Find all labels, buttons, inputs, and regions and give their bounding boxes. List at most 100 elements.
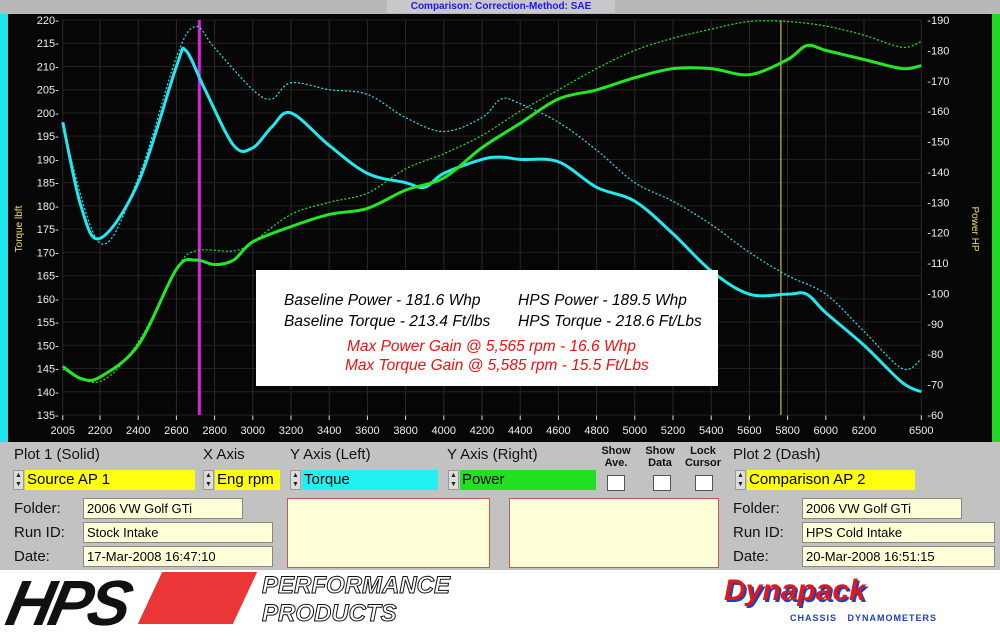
lock-cursor-checkbox[interactable] bbox=[695, 475, 713, 491]
dynapack-logo-sub: CHASSIS DYNAMOMETERS bbox=[790, 613, 938, 623]
yleft-select[interactable]: Torque bbox=[302, 470, 438, 490]
y2-tick-label: -60 bbox=[927, 410, 943, 422]
y2-tick-label: -100 bbox=[927, 288, 949, 300]
show-ave-checkbox[interactable] bbox=[607, 475, 625, 491]
yright-label: Y Axis (Right) bbox=[447, 446, 538, 463]
show-data-checkbox[interactable] bbox=[653, 475, 671, 491]
y2-tick-label: -160 bbox=[927, 106, 949, 118]
y-tick-label: 155- bbox=[37, 317, 59, 329]
y2-tick-label: -140 bbox=[927, 167, 949, 179]
max-torque-gain: Max Torque Gain @ 5,585 rpm - 15.5 Ft/Lb… bbox=[345, 357, 649, 374]
y-tick-label: 135- bbox=[37, 410, 59, 422]
x-tick-label: 3200 bbox=[279, 425, 303, 437]
y-tick-label: 185- bbox=[37, 178, 59, 190]
show-data-label: Show Data bbox=[645, 445, 675, 469]
y2-tick-label: -190 bbox=[927, 15, 949, 27]
x-tick-label: 4000 bbox=[432, 425, 456, 437]
yright-spinner[interactable]: ▲ ▼ bbox=[448, 470, 459, 490]
xaxis-spinner[interactable]: ▲ ▼ bbox=[203, 470, 214, 490]
hps-logo-sub1: PERFORMANCE bbox=[261, 572, 451, 600]
y-tick-label: 220- bbox=[37, 15, 59, 27]
chart-title: Comparison: Correction-Method: SAE bbox=[387, 0, 615, 13]
show-ave-label: Show Ave. bbox=[601, 445, 631, 469]
x-tick-label: 4200 bbox=[470, 425, 494, 437]
yleft-spinner[interactable]: ▲ ▼ bbox=[290, 470, 301, 490]
y-axis-label: Torque lbft bbox=[14, 205, 25, 252]
dyno-chart: 2005 2200 2400 2600 2800 3000 3200 3400 3600 3800… bbox=[0, 14, 1000, 442]
y2-tick-label: -170 bbox=[927, 76, 949, 88]
x-tick-label: 6500 bbox=[909, 425, 933, 437]
power-dash-series bbox=[62, 20, 922, 384]
lock-cursor-label: Lock Cursor bbox=[684, 445, 722, 469]
y2-tick-label: -70 bbox=[927, 380, 943, 392]
y-tick-label: 180- bbox=[37, 201, 59, 213]
plot1-label: Plot 1 (Solid) bbox=[14, 446, 100, 463]
plot1-select[interactable]: Source AP 1 bbox=[25, 470, 195, 490]
x-tick-label: 5800 bbox=[775, 425, 799, 437]
left-date-field[interactable]: 17-Mar-2008 16:47:10 bbox=[83, 546, 273, 567]
dynapack-logo: Dynapack bbox=[724, 574, 866, 607]
right-runid-field[interactable]: HPS Cold Intake bbox=[802, 522, 995, 543]
y-tick-label: 205- bbox=[37, 85, 59, 97]
x-tick-label: 6000 bbox=[814, 425, 838, 437]
baseline-power: Baseline Power - 181.6 Whp bbox=[284, 292, 481, 309]
y2-tick-label: -80 bbox=[927, 349, 943, 361]
xaxis-select[interactable]: Eng rpm bbox=[215, 470, 280, 490]
runid-label: Run ID: bbox=[14, 524, 65, 541]
plot2-select[interactable]: Comparison AP 2 bbox=[747, 470, 915, 490]
plot2-label: Plot 2 (Dash) bbox=[733, 446, 821, 463]
x-tick-label: 3000 bbox=[241, 425, 265, 437]
torque-solid-series bbox=[61, 46, 922, 394]
y-tick-label: 170- bbox=[37, 247, 59, 259]
y-tick-label: 215- bbox=[37, 38, 59, 50]
hps-torque: HPS Torque - 218.6 Ft/Lbs bbox=[518, 313, 702, 330]
x-tick-label: 5600 bbox=[737, 425, 761, 437]
y2-tick-label: -110 bbox=[927, 258, 948, 270]
yleft-label: Y Axis (Left) bbox=[290, 446, 371, 463]
x-tick-label: 5000 bbox=[623, 425, 647, 437]
y-tick-label: 150- bbox=[37, 340, 59, 352]
baseline-torque: Baseline Torque - 213.4 Ft/lbs bbox=[284, 313, 491, 330]
y2-axis-label: Power HP bbox=[969, 206, 980, 251]
x-tick-label: 2600 bbox=[164, 425, 188, 437]
summary-box: Baseline Power - 181.6 Whp Baseline Torq… bbox=[256, 270, 718, 386]
x-tick-label: 2005 bbox=[51, 425, 75, 437]
y-tick-label: 140- bbox=[37, 387, 59, 399]
y2-tick-label: -120 bbox=[927, 228, 949, 240]
right-notes[interactable] bbox=[509, 498, 719, 568]
x-tick-label: 6200 bbox=[852, 425, 876, 437]
x-tick-label: 3600 bbox=[355, 425, 379, 437]
right-date-field[interactable]: 20-Mar-2008 16:51:15 bbox=[802, 546, 995, 567]
max-power-gain: Max Power Gain @ 5,565 rpm - 16.6 Whp bbox=[347, 338, 636, 355]
y-tick-label: 160- bbox=[37, 294, 59, 306]
plot2-spinner[interactable]: ▲ ▼ bbox=[735, 470, 746, 490]
x-tick-label: 2200 bbox=[88, 425, 112, 437]
x-tick-label: 2800 bbox=[202, 425, 226, 437]
x-tick-label: 5400 bbox=[699, 425, 723, 437]
x-tick-label: 5200 bbox=[661, 425, 685, 437]
x-tick-label: 3800 bbox=[393, 425, 417, 437]
y2-tick-label: -150 bbox=[927, 137, 949, 149]
left-notes[interactable] bbox=[287, 498, 490, 568]
y-tick-label: 200- bbox=[37, 108, 59, 120]
plot1-spinner[interactable]: ▲ ▼ bbox=[13, 470, 24, 490]
control-panel: Plot 1 (Solid) X Axis Y Axis (Left) Y Ax… bbox=[0, 442, 1000, 570]
y-tick-label: 165- bbox=[37, 271, 59, 283]
left-folder-field[interactable]: 2006 VW Golf GTi bbox=[83, 498, 243, 519]
torque-dash-series bbox=[62, 25, 922, 371]
hps-logo: HPS bbox=[0, 567, 136, 639]
date-label-2: Date: bbox=[733, 548, 769, 565]
yright-select[interactable]: Power bbox=[460, 470, 596, 490]
y2-tick-label: -90 bbox=[927, 319, 943, 331]
left-runid-field[interactable]: Stock Intake bbox=[83, 522, 273, 543]
y2-tick-label: -130 bbox=[927, 197, 949, 209]
xaxis-label: X Axis bbox=[203, 446, 245, 463]
date-label: Date: bbox=[14, 548, 50, 565]
y-tick-label: 190- bbox=[37, 154, 59, 166]
right-folder-field[interactable]: 2006 VW Golf GTi bbox=[802, 498, 962, 519]
logo-strip: HPS PERFORMANCE PRODUCTS Dynapack CHASSI… bbox=[0, 567, 1000, 639]
y2-tick-label: -180 bbox=[927, 45, 949, 57]
x-tick-label: 4800 bbox=[584, 425, 608, 437]
hps-logo-red-swoosh bbox=[137, 572, 258, 624]
y-tick-label: 210- bbox=[37, 61, 59, 73]
